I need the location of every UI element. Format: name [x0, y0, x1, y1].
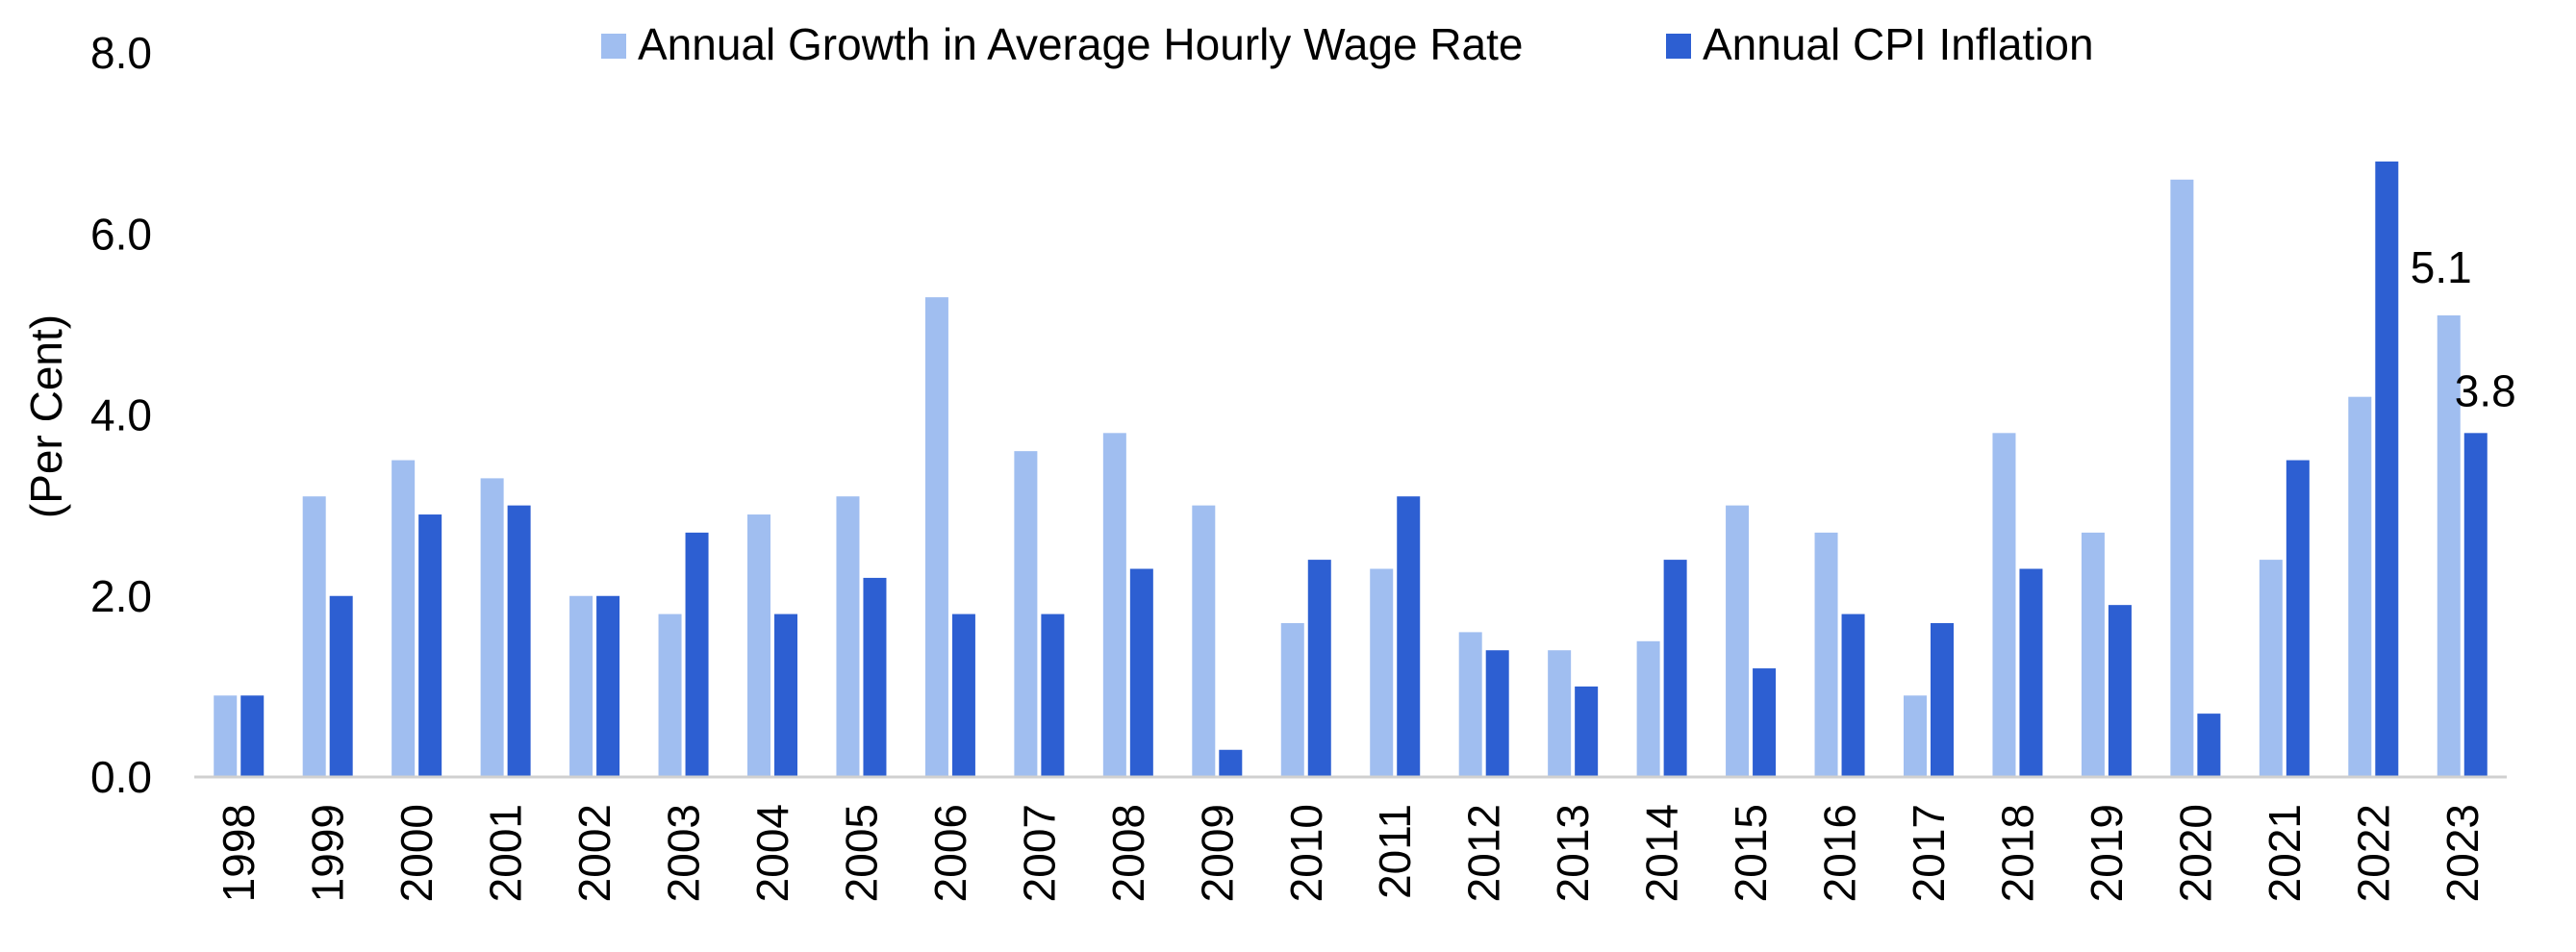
bar-cpi-inflation-2013 [1575, 686, 1599, 777]
bar-wage-growth-2006 [924, 297, 948, 777]
bar-cpi-inflation-2017 [1931, 622, 1954, 777]
bar-cpi-inflation-2015 [1753, 668, 1777, 777]
x-tick-label: 2013 [1548, 804, 1598, 902]
bar-wage-growth-1999 [302, 496, 326, 777]
y-tick-label: 2.0 [90, 571, 152, 621]
bar-cpi-inflation-2003 [685, 532, 709, 777]
y-tick-label: 8.0 [90, 28, 152, 78]
x-tick-label: 2011 [1370, 804, 1420, 899]
bar-wage-growth-2010 [1280, 622, 1304, 777]
bar-wage-growth-2009 [1192, 505, 1216, 777]
x-tick-label: 2018 [1992, 804, 2042, 902]
bar-wage-growth-2011 [1370, 568, 1394, 777]
bar-cpi-inflation-2007 [1041, 614, 1065, 777]
bar-cpi-inflation-2014 [1663, 560, 1687, 777]
x-tick-label: 2012 [1459, 804, 1509, 902]
x-tick-label: 2000 [391, 804, 442, 902]
bar-cpi-inflation-2016 [1841, 614, 1865, 777]
x-tick-label: 2020 [2170, 804, 2220, 902]
bar-wage-growth-2004 [747, 514, 770, 777]
x-tick-label: 2005 [836, 804, 886, 902]
y-tick-label: 0.0 [90, 752, 152, 802]
bar-cpi-inflation-2020 [2197, 714, 2221, 777]
bar-cpi-inflation-2001 [507, 505, 531, 777]
bar-wage-growth-2007 [1014, 451, 1038, 777]
bar-cpi-inflation-2004 [774, 614, 797, 777]
x-tick-label: 2010 [1281, 804, 1331, 902]
x-axis-ticks: 1998 1999 2000 2001 2002 2003 2004 2005 2006 2007… [214, 804, 2488, 902]
x-tick-label: 2014 [1637, 804, 1687, 902]
bar-cpi-inflation-1998 [240, 695, 265, 777]
bars [214, 161, 2488, 777]
bar-wage-growth-2000 [391, 460, 416, 777]
bar-cpi-inflation-2006 [951, 614, 975, 777]
bar-wage-growth-2013 [1548, 650, 1572, 777]
bar-wage-growth-2017 [1904, 695, 1927, 777]
bar-wage-growth-2001 [480, 478, 504, 777]
bar-wage-growth-1998 [214, 695, 238, 777]
x-tick-label: 2008 [1103, 804, 1153, 902]
x-tick-label: 2009 [1192, 804, 1242, 902]
x-tick-label: 2004 [747, 804, 797, 902]
bar-wage-growth-2019 [2081, 532, 2105, 777]
bar-cpi-inflation-2009 [1219, 749, 1243, 777]
bar-cpi-inflation-2018 [2019, 568, 2043, 777]
x-tick-label: 1999 [303, 804, 353, 902]
x-tick-label: 2002 [569, 804, 619, 902]
bar-cpi-inflation-1999 [329, 595, 353, 777]
x-tick-label: 2006 [925, 804, 975, 902]
bar-wage-growth-2023 [2437, 314, 2461, 777]
x-tick-label: 2016 [1815, 804, 1865, 902]
bar-cpi-inflation-2021 [2286, 460, 2310, 777]
data-label: 3.8 [2455, 365, 2516, 415]
bar-wage-growth-2008 [1102, 433, 1126, 777]
data-labels: 5.1 3.8 [2411, 242, 2516, 415]
y-tick-label: 4.0 [90, 390, 152, 440]
bar-wage-growth-2015 [1726, 505, 1750, 777]
bar-wage-growth-2021 [2259, 560, 2283, 777]
x-tick-label: 2015 [1726, 804, 1776, 902]
x-tick-label: 2021 [2260, 804, 2310, 902]
bar-wage-growth-2002 [569, 595, 593, 777]
bar-wage-growth-2020 [2170, 179, 2194, 777]
bar-cpi-inflation-2005 [863, 577, 887, 777]
bar-cpi-inflation-2002 [596, 595, 620, 777]
bar-cpi-inflation-2011 [1397, 496, 1421, 777]
legend-swatch-cpi-inflation [1666, 34, 1691, 59]
bar-wage-growth-2003 [658, 614, 682, 777]
y-axis-ticks: 0.0 2.0 4.0 6.0 8.0 [90, 28, 152, 802]
x-tick-label: 2023 [2437, 804, 2488, 902]
legend-label-cpi-inflation: Annual CPI Inflation [1703, 19, 2094, 69]
y-axis-label: (Per Cent) [21, 314, 71, 518]
x-tick-label: 2001 [481, 804, 531, 902]
bar-cpi-inflation-2000 [418, 514, 442, 777]
legend-swatch-wage-growth [601, 34, 626, 59]
bar-wage-growth-2012 [1458, 632, 1482, 777]
bar-wage-growth-2014 [1636, 640, 1660, 777]
bar-wage-growth-2018 [1992, 433, 2016, 777]
bar-cpi-inflation-2023 [2463, 433, 2488, 777]
x-tick-label: 2022 [2348, 804, 2398, 902]
bar-wage-growth-2022 [2348, 396, 2372, 777]
bar-wage-growth-2005 [836, 496, 860, 777]
x-tick-label: 2017 [1904, 804, 1954, 902]
y-tick-label: 6.0 [90, 209, 152, 259]
bar-cpi-inflation-2019 [2108, 605, 2132, 777]
data-label: 5.1 [2411, 242, 2472, 292]
bar-cpi-inflation-2008 [1129, 568, 1153, 777]
x-tick-label: 2019 [2082, 804, 2132, 902]
bar-cpi-inflation-2022 [2375, 161, 2399, 777]
legend: Annual Growth in Average Hourly Wage Rat… [601, 19, 2094, 69]
bar-wage-growth-2016 [1814, 532, 1838, 777]
x-tick-label: 2007 [1014, 804, 1064, 902]
bar-cpi-inflation-2012 [1485, 650, 1509, 777]
bar-cpi-inflation-2010 [1307, 560, 1331, 777]
x-tick-label: 1998 [214, 804, 264, 902]
legend-label-wage-growth: Annual Growth in Average Hourly Wage Rat… [638, 19, 1524, 69]
x-tick-label: 2003 [659, 804, 709, 902]
